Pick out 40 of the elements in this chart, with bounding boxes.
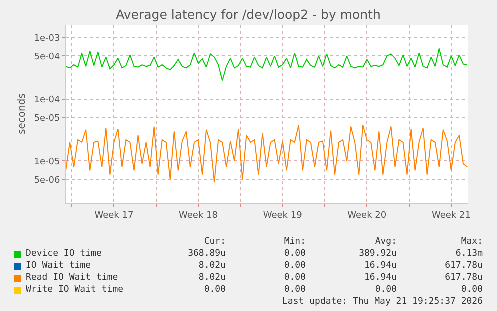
x-tick-label: Week 20 [348, 210, 387, 221]
x-tick-label: Week 21 [432, 210, 471, 221]
y-tick-label: 5e-06 [34, 176, 60, 186]
line-series [66, 48, 468, 82]
legend-label: IO Wait time [26, 261, 92, 271]
text: 8.02u [198, 273, 226, 283]
text: Cur: [204, 237, 226, 247]
text: Min: [284, 237, 306, 247]
text: Max: [461, 237, 483, 247]
text: 389.92u [359, 249, 397, 259]
text: 368.89u [188, 249, 226, 259]
text: 16.94u [364, 261, 397, 271]
text: 617.78u [445, 273, 483, 283]
legend-label: Device IO time [26, 249, 102, 259]
text: 16.94u [364, 273, 397, 283]
text: Avg: [375, 237, 397, 247]
y-tick-label: 5e-05 [34, 114, 60, 124]
text: 0.00 [461, 285, 483, 295]
y-tick-label: 1e-05 [34, 157, 60, 168]
y-tick-label: 5e-04 [34, 52, 60, 62]
text: 8.02u [198, 261, 226, 271]
text: Last update: Thu May 21 19:25:37 2026 [282, 297, 483, 307]
y-axis-title: seconds [17, 94, 28, 134]
x-tick-label: Week 18 [179, 210, 218, 221]
y-tick-label: 1e-03 [34, 34, 60, 44]
x-tick-label: Week 19 [263, 210, 303, 221]
text: 6.13m [456, 249, 483, 259]
legend-label: Write IO Wait time [26, 285, 124, 295]
text: 0.00 [284, 249, 306, 259]
y-tick-label: 1e-04 [34, 96, 60, 106]
legend-label: Read IO Wait time [26, 273, 118, 283]
text: 0.00 [284, 273, 306, 283]
text: 0.00 [375, 285, 397, 295]
x-tick-label: Week 17 [94, 210, 134, 221]
chart-title: Average latency for /dev/loop2 - by month [116, 7, 381, 22]
text: 0.00 [204, 285, 226, 295]
text: 0.00 [284, 285, 306, 295]
text: 617.78u [445, 261, 483, 271]
text: 0.00 [284, 261, 306, 271]
line-series [66, 124, 468, 184]
